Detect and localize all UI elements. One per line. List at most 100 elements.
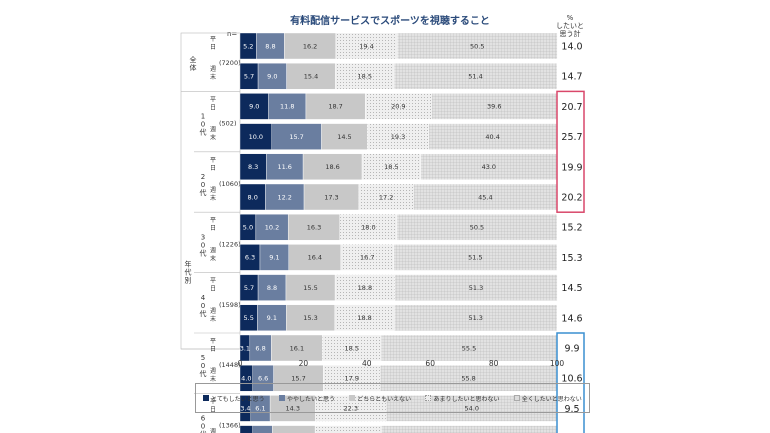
section-label-char: 0 xyxy=(201,181,205,189)
bar-segment-somewhat xyxy=(271,123,322,150)
data-label-somewhat: 8.8 xyxy=(265,42,275,50)
data-label-not-at-all: 39.6 xyxy=(487,103,501,111)
data-label-not-at-all: 51.5 xyxy=(468,254,482,262)
x-tick-label: 40 xyxy=(362,359,372,368)
bar-segment-not-much xyxy=(314,425,382,433)
data-label-somewhat: 6.1 xyxy=(255,405,265,413)
section-label-char: 代 xyxy=(200,188,207,197)
sample-size-header: n= xyxy=(227,30,238,38)
bar-segment-neutral xyxy=(286,63,336,90)
data-label-very: 9.0 xyxy=(249,103,259,111)
total-column-title: % したいと 思う計 xyxy=(556,14,584,38)
data-label-not-much: 18.8 xyxy=(357,314,371,322)
legend-label-not-at-all: 全くしたいと思わない xyxy=(521,395,582,403)
row-label-char: 週 xyxy=(210,367,216,375)
bar-segment-neutral xyxy=(305,93,366,120)
data-label-not-much: 20.9 xyxy=(391,103,405,111)
data-label-not-at-all: 55.5 xyxy=(462,344,476,352)
data-label-somewhat: 11.8 xyxy=(280,103,294,111)
row-label-char: 週 xyxy=(210,186,216,194)
row-label-char: 末 xyxy=(210,73,216,81)
legend-item-very: とてもしたいと思う xyxy=(203,394,265,403)
total-value: 14.5 xyxy=(561,283,582,294)
bar-segment-not-at-all xyxy=(428,123,557,150)
total-value: 14.0 xyxy=(561,42,582,53)
bar-segment-not-at-all xyxy=(393,244,558,271)
legend-item-neutral: どちらともいえない xyxy=(349,394,411,403)
row-label-char: 日 xyxy=(210,346,216,353)
bar-segment-not-much xyxy=(323,365,381,392)
total-value: 19.9 xyxy=(561,162,582,173)
section-label-char: 全 xyxy=(190,55,197,64)
sample-size-label: (1598) xyxy=(219,301,241,309)
data-label-not-much: 19.3 xyxy=(391,133,405,141)
section-label-char: 0 xyxy=(201,302,205,310)
bar-segment-neutral xyxy=(269,395,316,422)
data-label-somewhat: 9.0 xyxy=(267,73,277,81)
sample-size-label: (1448) xyxy=(219,361,241,369)
row-label-char: 末 xyxy=(210,194,216,202)
data-label-not-much: 19.4 xyxy=(359,42,373,50)
data-label-neutral: 15.7 xyxy=(291,375,305,383)
section-label-char: 代 xyxy=(200,430,207,433)
data-label-very: 5.7 xyxy=(244,284,254,292)
legend-swatch-not-much xyxy=(425,395,432,401)
data-label-neutral: 14.3 xyxy=(286,405,300,413)
data-label-not-at-all: 50.5 xyxy=(470,224,484,232)
data-label-not-much: 17.2 xyxy=(379,193,393,201)
section-label-char: 体 xyxy=(190,63,197,72)
section-label-char: 0 xyxy=(201,121,205,129)
data-label-not-at-all: 51.3 xyxy=(468,314,482,322)
bar-segment-neutral xyxy=(302,153,363,181)
data-label-not-much: 18.0 xyxy=(361,224,375,232)
legend-swatch-neutral xyxy=(349,395,356,401)
bar-segment-not-at-all xyxy=(431,93,558,120)
data-label-neutral: 18.6 xyxy=(325,163,339,171)
highlight-box-senior xyxy=(556,332,585,433)
legend-item-not-at-all: 全くしたいと思わない xyxy=(513,394,582,403)
data-label-not-at-all: 40.4 xyxy=(485,133,499,141)
bar-segment-neutral xyxy=(272,425,316,433)
section-label-char: 2 xyxy=(201,173,205,181)
bar-segment-somewhat xyxy=(266,153,304,181)
data-label-neutral: 15.3 xyxy=(303,314,317,322)
data-label-very: 5.7 xyxy=(244,73,254,81)
row-label-char: 平 xyxy=(210,338,216,345)
section-label-char: 6 xyxy=(201,415,206,423)
bar-segment-not-much xyxy=(361,153,421,181)
row-label-char: 末 xyxy=(210,375,216,383)
row-label-char: 平 xyxy=(210,157,216,164)
bar-segment-very xyxy=(239,93,269,120)
total-column-title-line-3: 思う計 xyxy=(559,30,581,38)
data-label-not-much: 18.5 xyxy=(384,163,398,171)
group-label-char: 別 xyxy=(185,276,192,285)
data-label-somewhat: 6.8 xyxy=(255,344,265,352)
data-label-somewhat: 8.8 xyxy=(267,284,277,292)
section-label-char: 代 xyxy=(200,128,207,137)
legend-swatch-not-at-all xyxy=(513,395,520,401)
x-tick-label: 60 xyxy=(425,359,435,368)
bar-segment-not-much xyxy=(322,334,382,362)
data-label-not-at-all: 50.5 xyxy=(470,42,484,50)
data-label-very: 5.5 xyxy=(244,314,254,322)
row-label-char: 平 xyxy=(210,217,216,224)
legend-label-not-much: あまりしたいと思わない xyxy=(433,395,500,403)
bar-segment-very xyxy=(239,123,272,150)
data-label-not-much: 17.9 xyxy=(345,375,359,383)
data-label-not-much: 18.5 xyxy=(357,73,371,81)
row-label-char: 日 xyxy=(210,286,216,293)
bar-segment-not-at-all xyxy=(397,32,558,60)
bar-segment-neutral xyxy=(273,365,324,392)
data-label-somewhat: 10.2 xyxy=(265,224,279,232)
section-label-char: 代 xyxy=(200,309,207,318)
section-label-char: 4 xyxy=(201,294,206,302)
bar-segment-neutral xyxy=(303,183,360,211)
bar-segment-neutral xyxy=(321,123,368,150)
data-label-neutral: 16.2 xyxy=(303,42,317,50)
bar-segment-not-at-all xyxy=(381,425,558,433)
bar-segment-not-much xyxy=(367,123,429,150)
section-label-char: 代 xyxy=(200,248,207,257)
section-label-char: 5 xyxy=(201,354,205,362)
sample-size-label: (1226) xyxy=(219,240,241,248)
data-label-somewhat: 12.2 xyxy=(277,193,291,201)
